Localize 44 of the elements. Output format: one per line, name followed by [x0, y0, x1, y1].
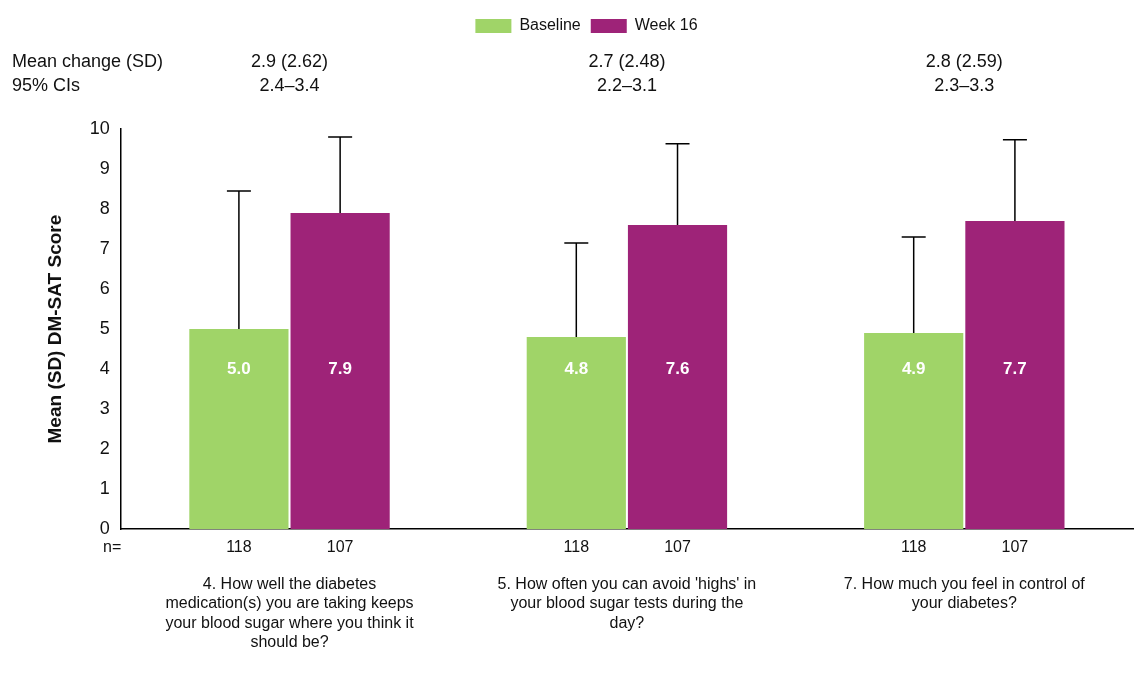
legend-label: Week 16 [634, 16, 698, 34]
x-tick-label: 4. How well the diabetes medication(s) you are taking keeps your blood sugar where you think it should be? [165, 575, 415, 650]
text: n= [103, 537, 122, 555]
text: 2.2–3.1 [596, 74, 657, 95]
y-tick-label: 0 [99, 518, 110, 539]
y-tick-label: 10 [89, 117, 110, 138]
data-label: 4.9 [901, 358, 926, 378]
y-tick-label: 8 [99, 198, 110, 219]
data-label: 7.9 [328, 358, 352, 378]
text: 118 [900, 537, 927, 555]
text: 2.3–3.3 [934, 74, 995, 95]
y-tick-label: 7 [99, 238, 110, 259]
bar [965, 221, 1065, 530]
data-label: 4.8 [564, 358, 589, 378]
bar [189, 329, 289, 530]
y-tick-label: 5 [99, 318, 110, 339]
y-tick-label: 3 [99, 398, 110, 419]
data-label: 7.7 [1003, 358, 1027, 378]
y-tick-label: 9 [99, 157, 110, 178]
text: 107 [1001, 537, 1029, 555]
legend-label: Baseline [519, 16, 581, 34]
text: 107 [664, 537, 691, 555]
y-tick-label: 2 [99, 438, 110, 459]
y-tick-label: 6 [99, 278, 110, 299]
data-label: 7.6 [665, 358, 690, 378]
text: 118 [226, 537, 252, 555]
y-tick-label: 4 [99, 358, 110, 379]
text: 95% CIs [12, 74, 81, 95]
y-tick-label: 1 [99, 478, 110, 499]
x-tick-label: 5. How often you can avoid 'highs' in your blood sugar tests during the day? [497, 575, 757, 631]
text: 2.7 (2.48) [588, 50, 666, 71]
text: 2.8 (2.59) [925, 50, 1003, 71]
text: 2.4–3.4 [259, 74, 320, 95]
y-axis-title: Mean (SD) DM-SAT Score [43, 214, 65, 444]
x-tick-label: 7. How much you feel in control of your diabetes? [843, 575, 1086, 612]
text: 2.9 (2.62) [250, 50, 329, 71]
text: 118 [563, 537, 590, 555]
bar [526, 337, 626, 530]
bar [290, 213, 390, 530]
text: Mean change (SD) [12, 50, 164, 71]
bar [627, 225, 728, 530]
bar [864, 333, 964, 530]
text: 107 [326, 537, 354, 555]
data-label: 5.0 [227, 358, 251, 378]
